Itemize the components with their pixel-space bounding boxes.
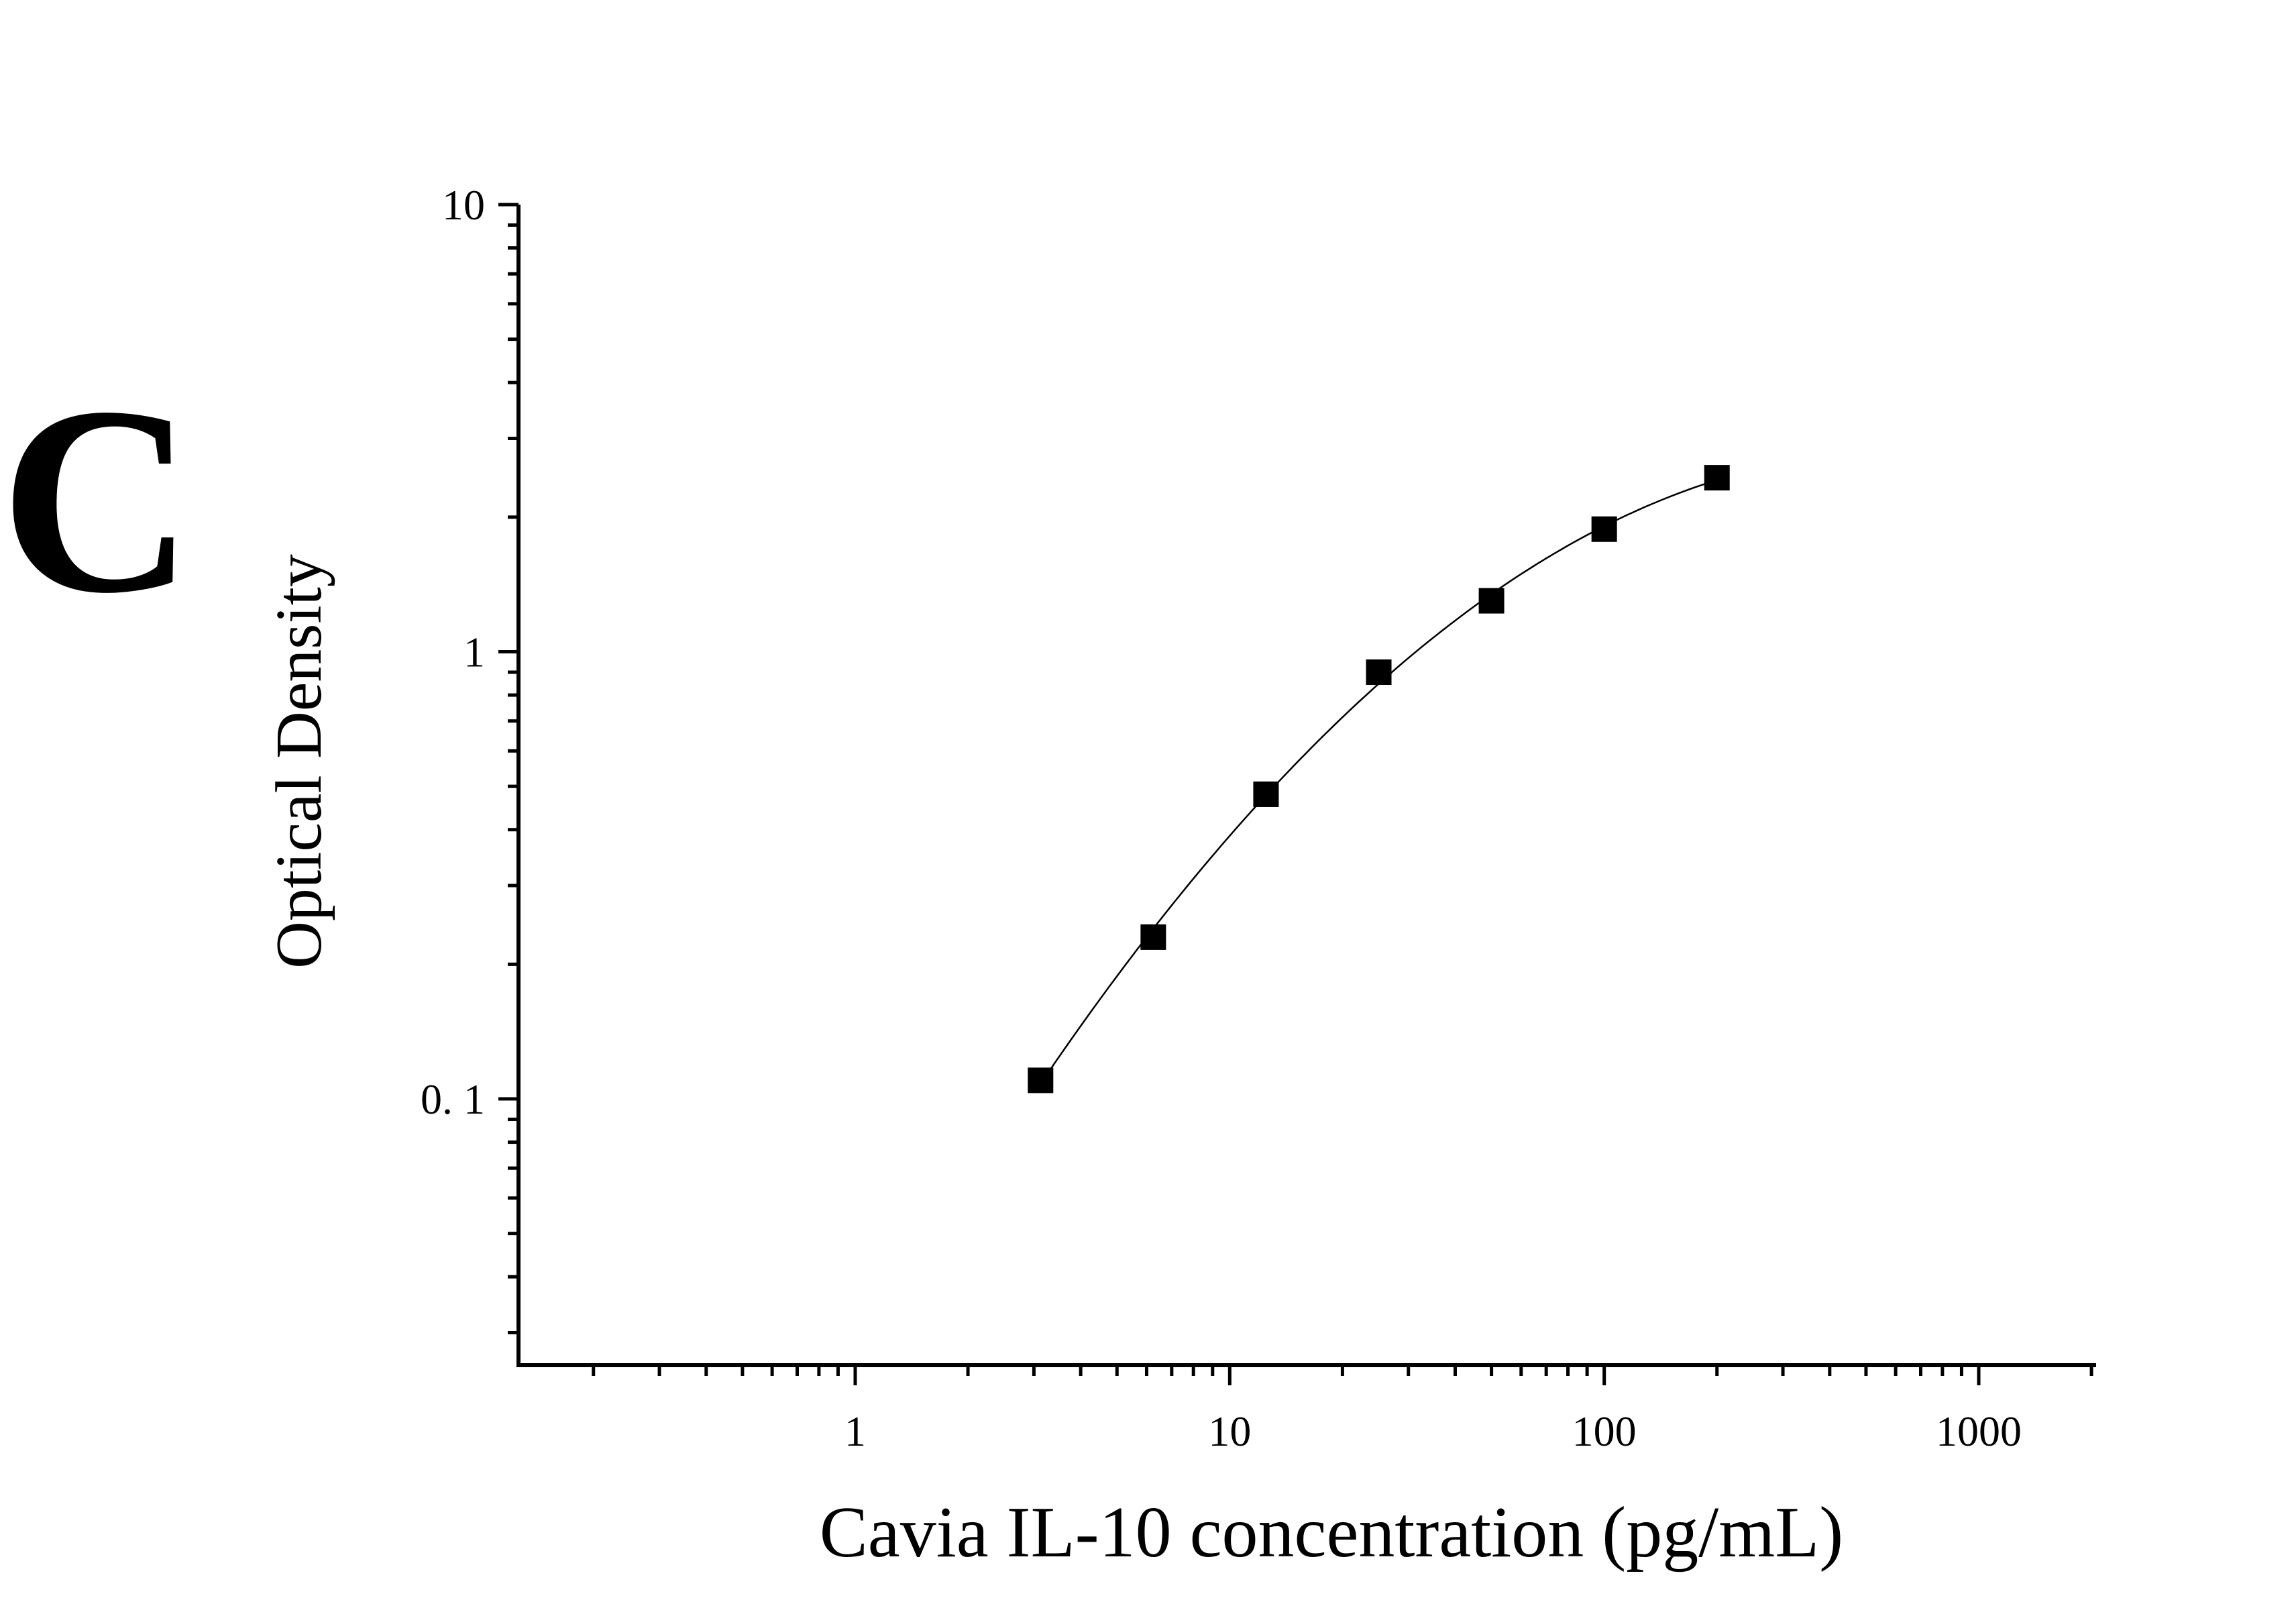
y-axis-title: Optical Density bbox=[263, 554, 335, 969]
y-tick-label: 10 bbox=[442, 181, 485, 229]
axes bbox=[516, 205, 2096, 1367]
data-points bbox=[1028, 465, 1730, 1093]
data-point bbox=[1478, 588, 1505, 614]
data-point bbox=[1140, 924, 1166, 950]
x-tick-label: 1 bbox=[844, 1407, 866, 1455]
data-point bbox=[1591, 516, 1617, 542]
y-ticks: 0. 1 1 10 bbox=[421, 181, 518, 1334]
data-point bbox=[1366, 659, 1392, 685]
x-tick-label: 1000 bbox=[1936, 1407, 2022, 1455]
fit-curve bbox=[1040, 479, 1718, 1085]
x-tick-label: 100 bbox=[1572, 1407, 1637, 1455]
data-point bbox=[1704, 465, 1730, 491]
y-tick-label: 0. 1 bbox=[421, 1075, 485, 1123]
y-tick-label: 1 bbox=[463, 629, 485, 676]
data-point bbox=[1028, 1067, 1054, 1093]
x-axis-title: Cavia IL-10 concentration (pg/mL) bbox=[820, 1493, 1843, 1572]
x-tick-label: 10 bbox=[1208, 1407, 1251, 1455]
x-ticks: 1 10 100 1000 bbox=[592, 1365, 2093, 1455]
data-point bbox=[1253, 781, 1279, 807]
panel-label: C bbox=[0, 352, 194, 649]
